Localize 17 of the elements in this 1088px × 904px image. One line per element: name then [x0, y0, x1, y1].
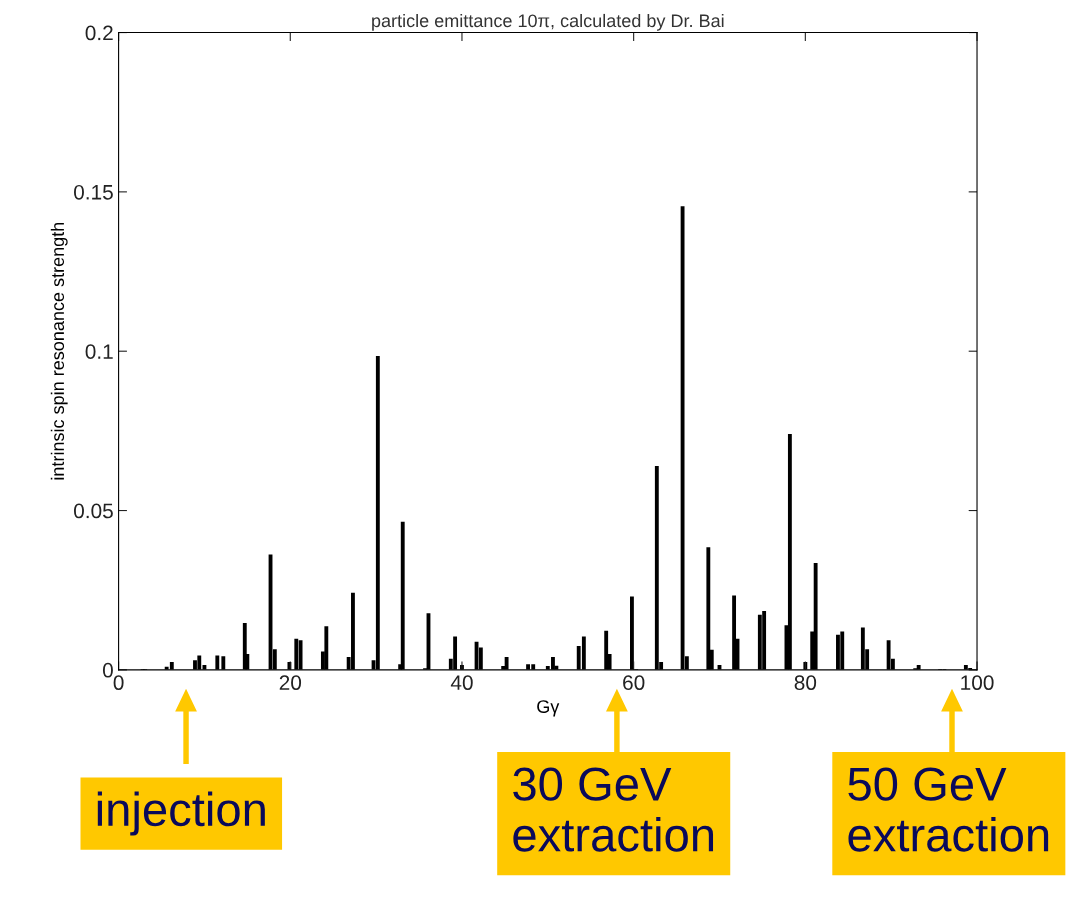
y-axis-title: intrinsic spin resonance strength	[50, 222, 68, 480]
x-tick-label: 20	[279, 675, 302, 691]
text: 50 GeV extraction	[848, 767, 1049, 852]
chart-title: particle emittance 10π, calculated by Dr. Bai	[372, 13, 724, 31]
y-tick-label: 0	[102, 662, 113, 678]
text: 30 GeV extraction	[513, 767, 714, 852]
x-tick-label: 0	[113, 675, 124, 691]
x-tick-label: 100	[961, 675, 994, 691]
x-tick-label: 80	[794, 675, 817, 691]
x-tick-label: 60	[623, 675, 645, 691]
x-axis-title: Gγ	[537, 700, 560, 717]
y-tick-label: 0.05	[74, 503, 113, 519]
y-tick-label: 0.2	[85, 25, 113, 41]
y-tick-label: 0.15	[74, 184, 113, 200]
x-tick-label: 40	[450, 675, 473, 691]
y-tick-label: 0.1	[85, 344, 113, 359]
text: injection	[97, 791, 265, 836]
